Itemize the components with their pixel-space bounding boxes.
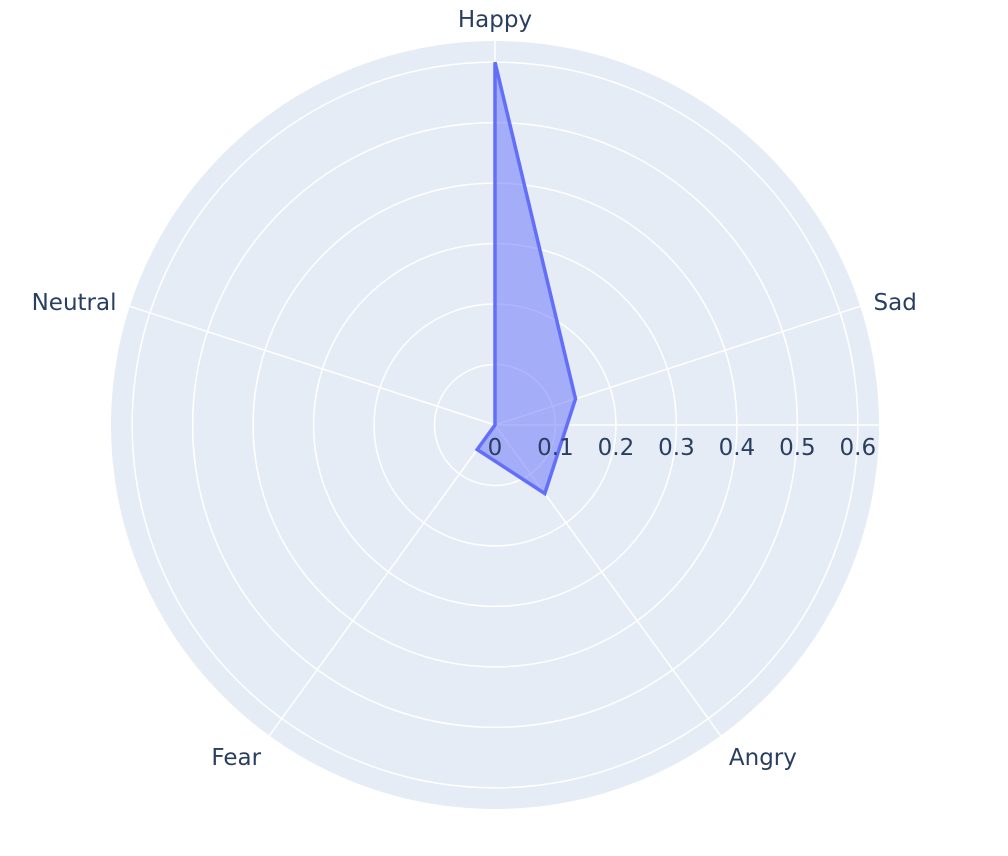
radial-tick-label-6: 0.6: [840, 435, 877, 461]
radial-tick-label-1: 0.1: [537, 435, 574, 461]
category-label-angry: Angry: [729, 745, 797, 771]
radial-tick-label-2: 0.2: [598, 435, 635, 461]
category-label-neutral: Neutral: [32, 290, 117, 316]
category-label-fear: Fear: [211, 745, 261, 771]
radial-tick-label-4: 0.4: [719, 435, 756, 461]
radial-tick-label-0: 0: [488, 435, 503, 461]
radial-tick-label-5: 0.5: [779, 435, 816, 461]
radial-tick-label-3: 0.3: [658, 435, 695, 461]
category-label-happy: Happy: [458, 7, 532, 33]
category-label-sad: Sad: [874, 290, 917, 316]
